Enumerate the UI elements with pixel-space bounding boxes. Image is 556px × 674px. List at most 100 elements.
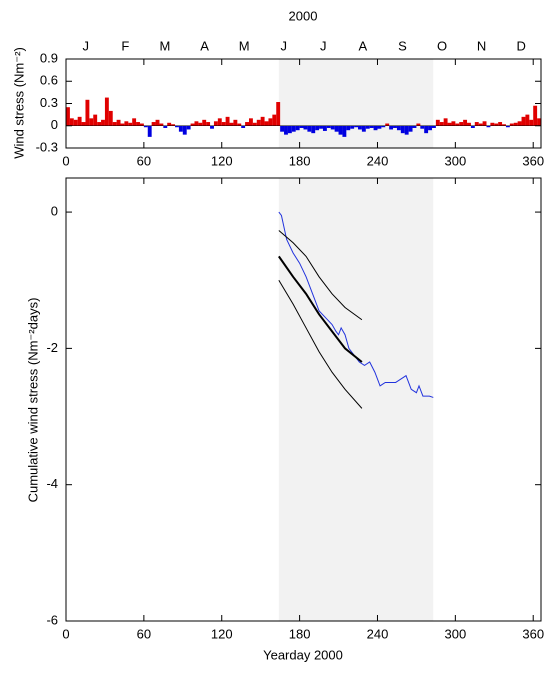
bar [167, 122, 172, 126]
x-tick-label: 360 [522, 153, 544, 168]
bar [408, 125, 413, 132]
bar [272, 114, 277, 126]
bar [537, 118, 541, 126]
bar [97, 122, 102, 126]
bar [171, 124, 176, 126]
bar [245, 122, 249, 126]
month-label: A [200, 38, 209, 53]
bar [463, 119, 468, 126]
month-label: F [121, 38, 129, 53]
bar [233, 119, 238, 126]
bar [143, 125, 148, 128]
line [278, 255, 363, 363]
bar [217, 118, 222, 126]
bar [365, 125, 370, 129]
bar [435, 119, 440, 126]
bar [470, 125, 475, 128]
month-label: O [437, 38, 447, 53]
x-tick-label: 360 [522, 626, 544, 641]
bar [225, 116, 230, 126]
bar [451, 121, 456, 126]
x-tick-label: 300 [444, 626, 466, 641]
bar [295, 125, 300, 131]
bar [494, 123, 499, 126]
bar [116, 119, 121, 126]
bar [194, 121, 199, 126]
bar [101, 119, 105, 126]
bar [280, 125, 285, 132]
x-tick-label: 180 [289, 153, 311, 168]
bar [128, 122, 133, 126]
y-tick-label: -2 [46, 340, 58, 355]
bar [136, 122, 140, 126]
y-tick-label: 0.3 [40, 95, 58, 110]
bar [428, 125, 432, 131]
x-tick-label: 180 [289, 626, 311, 641]
bar [319, 125, 323, 129]
bar [85, 99, 90, 126]
y-tick-label: 0.6 [40, 73, 58, 88]
bar [354, 125, 359, 128]
bar [210, 125, 214, 129]
bar [77, 116, 82, 126]
bar [478, 123, 483, 126]
bar [178, 125, 183, 132]
bar [229, 122, 234, 126]
bar [186, 125, 191, 130]
bar [202, 119, 207, 126]
bar [381, 125, 386, 128]
bar [416, 123, 421, 126]
x-tick-label: 0 [62, 626, 69, 641]
bar [198, 122, 203, 126]
month-label: J [320, 38, 327, 53]
bar [377, 125, 382, 129]
y-tick-label: 0 [51, 117, 58, 132]
bar [513, 122, 518, 126]
bar [104, 97, 109, 126]
x-tick-label: 240 [367, 626, 389, 641]
month-label: S [398, 38, 407, 53]
bar [393, 125, 397, 128]
bar [502, 124, 506, 126]
bar [529, 119, 534, 126]
bar [260, 116, 265, 126]
chart-title: 2000 [289, 8, 318, 23]
bar [248, 118, 253, 126]
bar [213, 121, 218, 126]
bar [521, 116, 526, 126]
y-tick-label: 0 [51, 204, 58, 219]
x-tick-label: 60 [137, 626, 151, 641]
bar [66, 107, 70, 126]
bar [358, 125, 362, 130]
plot-frame [65, 177, 542, 622]
bar [311, 125, 316, 134]
bar [132, 118, 137, 126]
bar [159, 123, 164, 126]
x-tick-label: 60 [137, 153, 151, 168]
y-tick-label: -6 [46, 612, 58, 627]
bar [482, 121, 487, 126]
bar [424, 125, 429, 134]
highlight-band [278, 59, 434, 148]
bar [89, 118, 94, 126]
bar [151, 122, 156, 126]
bar [490, 122, 495, 126]
bar [108, 110, 113, 126]
bar [124, 121, 129, 126]
x-tick-label: 240 [367, 153, 389, 168]
line [278, 279, 363, 409]
month-label: J [280, 38, 287, 53]
bar [498, 122, 503, 126]
x-tick-label: 120 [211, 153, 233, 168]
bar [221, 122, 226, 126]
bar [533, 105, 538, 126]
bar [206, 122, 211, 126]
bar [287, 125, 292, 134]
bar [404, 125, 409, 135]
bar [389, 125, 394, 130]
bar [346, 125, 351, 131]
bar [412, 125, 417, 128]
y-axis-label: Cumulative wind stress (Nm⁻²days) [25, 298, 40, 503]
bar [237, 123, 242, 126]
